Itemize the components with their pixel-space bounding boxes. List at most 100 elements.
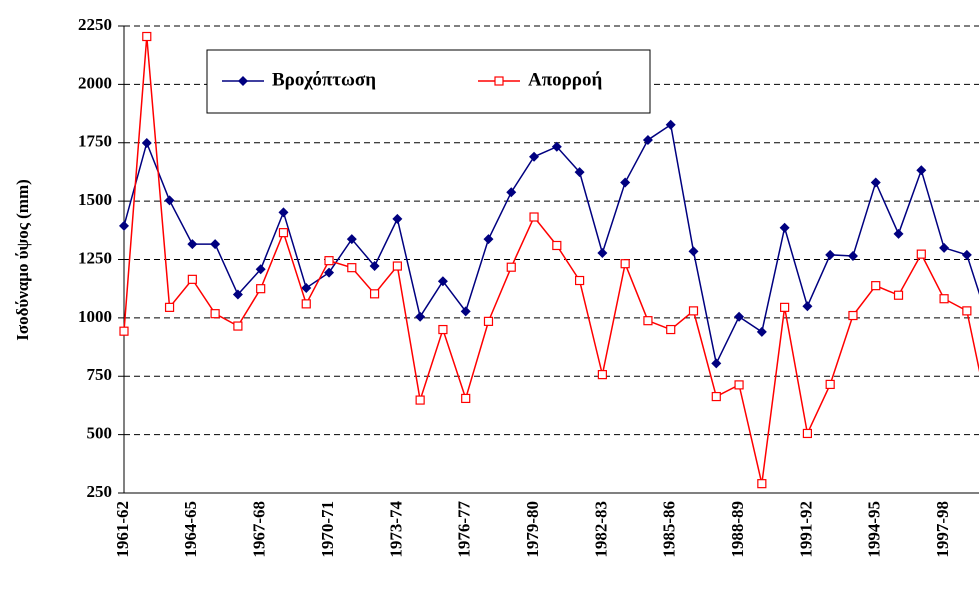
y-tick-label: 1000 — [78, 307, 112, 326]
point — [461, 393, 471, 404]
y-tick-label: 250 — [87, 482, 113, 501]
point — [119, 326, 129, 336]
series — [119, 31, 979, 489]
point — [688, 306, 699, 316]
y-tick-label: 1250 — [78, 248, 112, 267]
point — [825, 379, 835, 390]
point — [552, 240, 562, 251]
point — [756, 326, 767, 337]
point — [369, 261, 380, 272]
point — [187, 239, 198, 250]
point — [232, 289, 243, 300]
point — [187, 274, 197, 284]
legend-box — [206, 49, 651, 114]
point — [871, 281, 881, 291]
point — [164, 195, 175, 206]
y-tick-label: 500 — [87, 424, 113, 443]
legend-marker — [494, 76, 504, 86]
point — [734, 311, 745, 322]
point — [415, 311, 426, 322]
point — [369, 289, 380, 299]
x-tick-label: 1994-95 — [865, 501, 884, 558]
point — [757, 479, 767, 489]
x-tick-label: 1964-65 — [181, 501, 200, 558]
point — [961, 249, 972, 260]
point — [551, 141, 562, 152]
point — [278, 228, 289, 238]
y-tick-label: 750 — [87, 365, 113, 384]
point — [460, 306, 471, 317]
point — [893, 290, 904, 300]
x-tick-label: 1991-92 — [796, 501, 815, 558]
point — [392, 261, 402, 271]
point — [142, 31, 152, 42]
point — [483, 316, 494, 326]
legend-label: Βροχόπτωση — [272, 69, 376, 90]
point — [870, 177, 881, 188]
x-tick-label: 1979-80 — [523, 501, 542, 558]
point — [597, 247, 608, 258]
point — [962, 306, 972, 316]
legend-marker — [238, 76, 248, 86]
point — [164, 302, 175, 312]
point — [301, 282, 312, 293]
point — [119, 220, 129, 231]
point — [210, 239, 221, 250]
point — [483, 234, 494, 245]
point — [802, 428, 813, 439]
point — [347, 263, 357, 273]
point — [688, 246, 699, 257]
point — [415, 395, 425, 405]
point — [643, 316, 653, 326]
point — [278, 207, 289, 218]
y-tick-label: 2000 — [78, 73, 112, 92]
point — [893, 228, 904, 239]
point — [506, 262, 516, 272]
point — [711, 391, 721, 402]
point — [825, 249, 836, 260]
y-tick-label: 2250 — [78, 15, 112, 34]
point — [346, 234, 357, 245]
point — [780, 302, 790, 312]
point — [939, 294, 949, 304]
point — [620, 259, 630, 269]
point — [210, 309, 220, 319]
x-tick-label: 1985-86 — [660, 501, 679, 558]
series-line — [123, 123, 979, 366]
point — [620, 177, 631, 188]
point — [597, 370, 607, 380]
point — [916, 249, 926, 259]
point — [255, 264, 266, 275]
point — [301, 299, 311, 309]
point — [438, 324, 448, 335]
x-tick-label: 1982-83 — [591, 501, 610, 558]
point — [574, 167, 585, 178]
legend-label: Απορροή — [528, 69, 602, 90]
point — [779, 222, 790, 233]
point — [574, 275, 585, 286]
point — [233, 321, 243, 331]
x-tick-label: 1970-71 — [318, 501, 337, 558]
point — [939, 242, 950, 253]
point — [665, 119, 676, 130]
point — [916, 165, 927, 176]
point — [324, 267, 335, 278]
point — [734, 380, 744, 390]
x-tick-label: 1976-77 — [455, 501, 474, 558]
point — [666, 324, 676, 335]
series — [119, 119, 979, 369]
point — [506, 187, 517, 198]
x-tick-label: 1988-89 — [728, 501, 747, 558]
point — [848, 310, 858, 321]
y-tick-label: 1750 — [78, 132, 112, 151]
point — [392, 213, 403, 224]
x-tick-label: 1961-62 — [113, 501, 132, 558]
x-tick-label: 1973-74 — [386, 501, 405, 558]
point — [529, 212, 539, 222]
point — [437, 276, 448, 287]
y-tick-label: 1500 — [78, 190, 112, 209]
point — [141, 137, 152, 148]
point — [642, 134, 653, 145]
point — [711, 358, 722, 369]
